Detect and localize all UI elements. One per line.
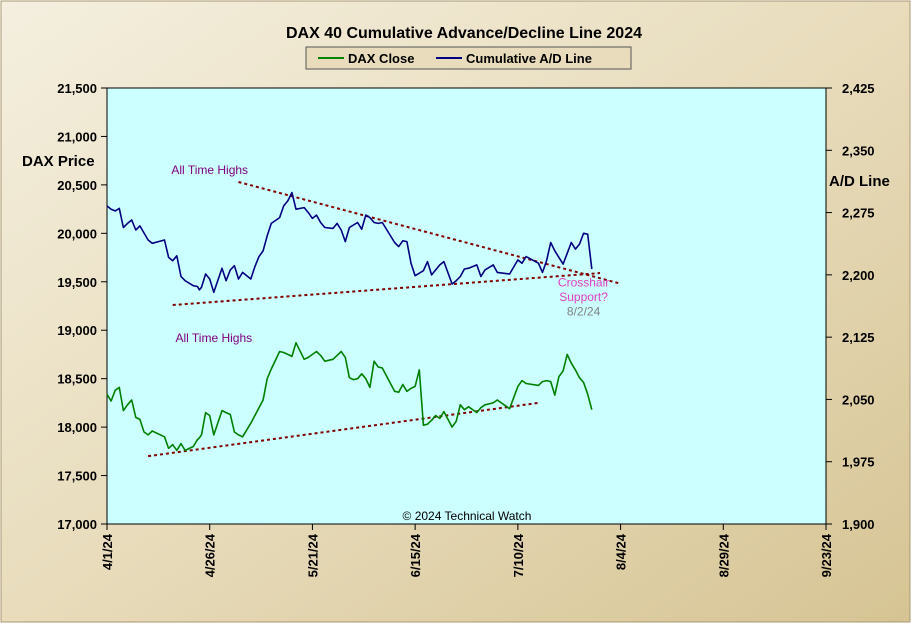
legend-label-dax: DAX Close [348,51,414,66]
series-line-ad [106,191,593,294]
left-axis-tick-label: 19,000 [57,323,97,338]
x-axis-tick-label: 8/4/24 [614,533,629,570]
left-axis-tick-label: 18,500 [57,372,97,387]
left-axis-tick-label: 20,500 [57,178,97,193]
right-axis-tick-label: 2,425 [842,81,875,96]
legend-label-ad: Cumulative A/D Line [466,51,592,66]
right-axis-tick-label: 1,900 [842,517,875,532]
annotation-label: All Time Highs [175,331,252,345]
x-axis-tick-label: 4/1/24 [100,533,115,570]
right-axis-tick-label: 2,050 [842,392,875,407]
left-axis-title: DAX Price [22,153,95,170]
legend-box [305,46,632,70]
right-axis: 1,900 1,975 2,050 2,125 2,200 2,275 2,350 2,425 [826,81,875,532]
x-axis-tick-label: 7/10/24 [511,533,526,577]
right-axis-tick-label: 2,125 [842,330,875,345]
plot-area [106,87,827,525]
x-axis-tick-label: 4/26/24 [203,533,218,577]
x-axis-tick-label: 9/23/24 [819,533,834,577]
left-axis-tick-label: 19,500 [57,275,97,290]
series-line-dax-close [106,341,593,452]
left-axis-tick-label: 20,000 [57,226,97,241]
annotation-label: All Time Highs [171,163,248,177]
left-axis-tick-label: 17,500 [57,469,97,484]
right-axis-tick-label: 1,975 [842,455,875,470]
x-axis-tick-label: 5/21/24 [305,533,320,577]
left-axis-tick-label: 21,000 [57,129,97,144]
chart-title: DAX 40 Cumulative Advance/Decline Line 2… [286,25,642,42]
left-axis: 17,000 17,500 18,000 18,500 19,000 19,500 20,0… [57,81,107,532]
series [106,191,593,452]
right-axis-tick-label: 2,350 [842,143,875,158]
left-axis-tick-label: 21,500 [57,81,97,96]
annotations: All Time Highs All Time Highs CrosshairSup… [171,163,609,345]
annotation-label: Crosshair [558,276,609,290]
right-axis-tick-label: 2,200 [842,268,875,283]
x-axis-tick-label: 6/15/24 [408,533,423,577]
left-axis-tick-label: 17,000 [57,517,97,532]
left-axis-tick-label: 18,000 [57,420,97,435]
annotation-label: Support? [559,290,608,304]
legend: DAX Close Cumulative A/D Line [305,46,632,70]
x-axis: 4/1/24 4/26/24 5/21/24 6/15/24 7/10/24 8/4/24… [100,524,834,577]
right-axis-title: A/D Line [829,173,890,190]
x-axis-tick-label: 8/29/24 [716,533,731,577]
right-axis-tick-label: 2,275 [842,206,875,221]
copyright-footer: © 2024 Technical Watch [403,509,532,523]
annotation-label: 8/2/24 [567,305,601,319]
